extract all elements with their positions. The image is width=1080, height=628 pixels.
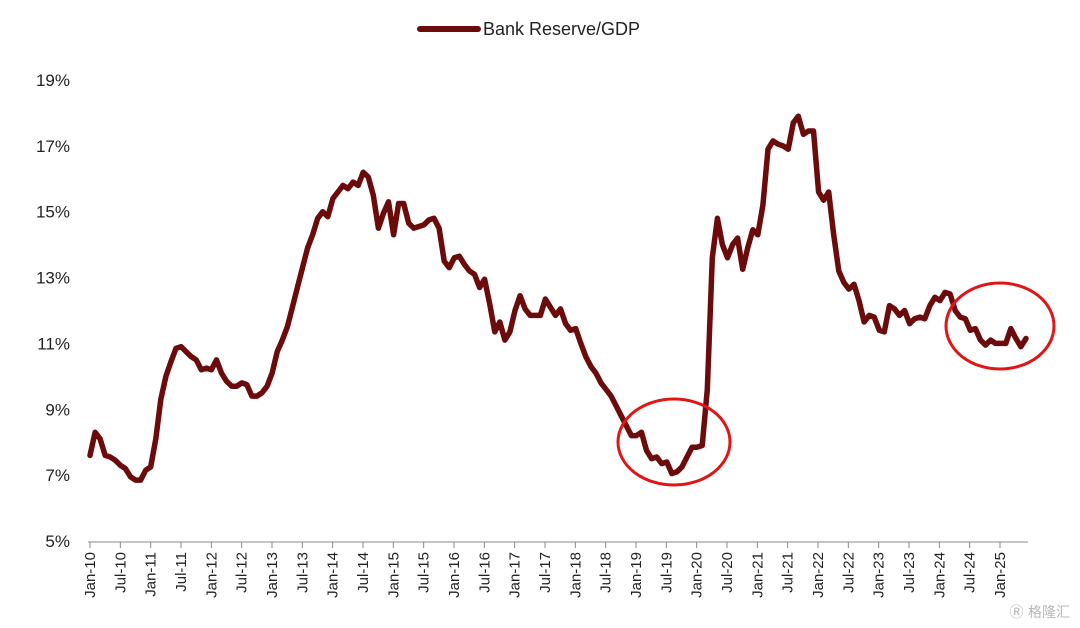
series-line-bank-reserve-gdp [87,113,1029,483]
y-axis: 5% 7% 9% 11% 13% 15% 17% 19% [36,71,70,551]
x-tick-label: Jan-14 [325,552,342,598]
x-tick-label: Jan-19 [628,552,645,598]
x-tick-label: Jan-22 [810,552,827,598]
highlight-circle-2024 [944,281,1056,371]
x-tick-label: Jul-23 [901,552,918,593]
y-tick-label: 17% [36,137,70,156]
x-tick-label: Jan-17 [507,552,524,598]
x-tick-label: Jul-21 [780,552,797,593]
y-tick-label: 13% [36,269,70,288]
x-tick-label: Jul-10 [112,552,129,593]
watermark-icon: Ⓡ [1009,605,1024,621]
x-tick-label: Jul-24 [962,552,979,593]
highlight-circle-2019 [616,397,732,487]
x-tick-label: Jul-15 [416,552,433,593]
x-axis: Jan-10 Jul-10 Jan-11 Jul-11 Jan-12 Jul-12 Jan-… [82,541,1028,598]
x-tick-label: Jul-11 [173,552,190,592]
x-tick-label: Jan-15 [385,552,402,598]
annotations [616,281,1056,487]
x-tick-label: Jan-23 [871,552,888,598]
y-tick-label: 7% [45,466,70,485]
x-tick-label: Jul-12 [234,552,251,593]
x-tick-label: Jan-24 [931,552,948,598]
y-tick-label: 9% [45,400,70,419]
legend-label: Bank Reserve/GDP [483,19,640,39]
watermark-text: 格隆汇 [1028,605,1070,621]
x-tick-label: Jul-17 [537,552,554,593]
x-tick-label: Jul-20 [719,552,736,593]
watermark: Ⓡ 格隆汇 [1010,602,1070,622]
legend: Bank Reserve/GDP [417,19,640,39]
x-tick-label: Jan-20 [689,552,706,598]
x-tick-label: Jul-22 [840,552,857,593]
x-tick-label: Jul-16 [476,552,493,593]
x-tick-label: Jan-13 [264,552,281,598]
x-tick-label: Jul-19 [658,552,675,593]
x-tick-label: Jul-13 [294,552,311,593]
x-tick-label: Jan-25 [992,552,1009,598]
y-tick-label: 5% [45,532,70,551]
x-tick-label: Jan-10 [82,552,99,598]
x-tick-label: Jan-12 [203,552,220,598]
x-tick-label: Jan-16 [446,552,463,598]
y-tick-label: 19% [36,71,70,90]
x-tick-label: Jan-11 [143,552,160,597]
x-tick-label: Jan-21 [749,552,766,598]
y-tick-label: 15% [36,203,70,222]
x-tick-label: Jan-18 [567,552,584,598]
x-tick-label: Jul-14 [355,552,372,593]
y-tick-label: 11% [37,334,70,353]
x-tick-label: Jul-18 [598,552,615,593]
